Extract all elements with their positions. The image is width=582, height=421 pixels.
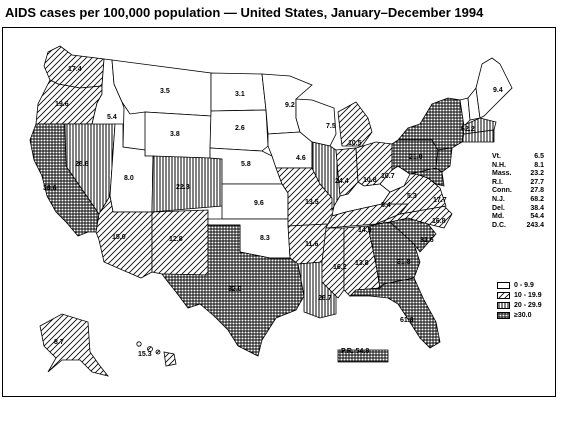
state-NC [375,205,453,229]
label-WA: 17.4 [68,66,82,73]
label-ID: 5.4 [107,114,117,121]
state-ME [475,57,513,119]
label-AR: 11.6 [305,241,318,248]
label-CA: 38.6 [43,185,57,192]
ne-row: Del. 38.4 [492,204,544,212]
legend-item: 0 - 9.9 [497,282,534,289]
label-HI: 15.3 [138,351,152,358]
label-MI: 10.5 [348,140,362,147]
label-GA: 31.8 [397,259,411,266]
label-NC: 16.8 [432,218,446,225]
label-AZ: 15.0 [112,234,126,241]
state-MDDE [409,167,445,187]
state-FL [349,277,441,349]
label-PA: 21.0 [409,154,423,161]
label-NY: 62.2 [461,126,475,133]
ne-row: Vt. 6.5 [492,153,544,160]
label-UT: 8.0 [124,175,134,182]
state-PR [337,349,389,363]
label-CO: 22.3 [176,184,190,191]
ne-row: Md. 54.4 [492,213,544,221]
label-OK: 8.3 [260,235,270,242]
state-AK [39,313,110,377]
label-WI: 7.5 [326,123,336,130]
label-IA: 4.6 [296,155,306,162]
label-IN: 10.8 [363,177,377,184]
legend-swatch-diag [497,292,510,299]
state-CTRI [461,129,495,143]
label-NE: 5.8 [241,161,251,168]
state-IA [267,131,313,169]
label-WY: 3.8 [170,131,180,138]
label-MS: 16.2 [333,264,347,271]
northeast-table: Vt. 6.5 N.H. 8.1 Mass. 23.2 R.I. 27.7 Conn. 2… [492,153,544,230]
label-NM: 12.8 [169,236,183,243]
ne-row: Conn. 27.8 [492,187,544,195]
ne-row: N.J. 68.2 [492,195,544,203]
label-FL: 61.8 [400,317,414,324]
ne-row: N.H. 8.1 [492,161,544,169]
ne-row: D.C. 243.4 [492,221,544,229]
label-MT: 3.5 [160,88,170,95]
label-IL: 24.4 [335,178,349,185]
legend-swatch-vert [497,302,510,309]
ne-row: Mass. 23.2 [492,170,544,178]
map-frame [2,27,556,397]
label-SC: 31.6 [420,237,434,244]
state-TX [161,224,305,357]
legend-item: 20 - 29.9 [497,302,542,309]
label-ME: 9.4 [493,87,503,94]
label-SD: 2.6 [235,125,245,132]
state-HI [136,341,177,367]
label-ND: 3.1 [235,91,245,98]
ne-row: R.I. 27.7 [492,178,544,186]
label-VA: 17.7 [433,197,447,204]
legend-swatch-grid [497,312,510,319]
label-TN: 14.9 [358,227,372,234]
label-MO: 13.5 [305,199,319,206]
label-LA: 26.7 [318,295,332,302]
legend-item: 10 - 19.9 [497,292,542,299]
state-MI [337,101,373,147]
state-NJ [435,147,453,173]
label-AK: 8.7 [54,339,64,346]
state-SD [209,109,269,152]
state-IL [311,141,341,212]
label-PR: P.R. 54.8 [341,348,369,355]
state-OR [35,79,103,125]
state-MA [461,117,497,135]
label-MN: 9.2 [285,102,295,109]
label-WV: 5.3 [407,193,417,200]
legend-swatch-blank [497,282,510,289]
map-title: AIDS cases per 100,000 population — Unit… [5,5,484,20]
label-TX: 32.0 [228,286,242,293]
label-KY: 8.4 [381,202,391,209]
legend-item: ≥30.0 [497,312,531,319]
label-NV: 26.6 [75,161,89,168]
label-AL: 13.8 [355,260,369,267]
label-OR: 19.6 [55,101,69,108]
label-OH: 10.7 [381,173,395,180]
label-KS: 9.6 [254,200,264,207]
